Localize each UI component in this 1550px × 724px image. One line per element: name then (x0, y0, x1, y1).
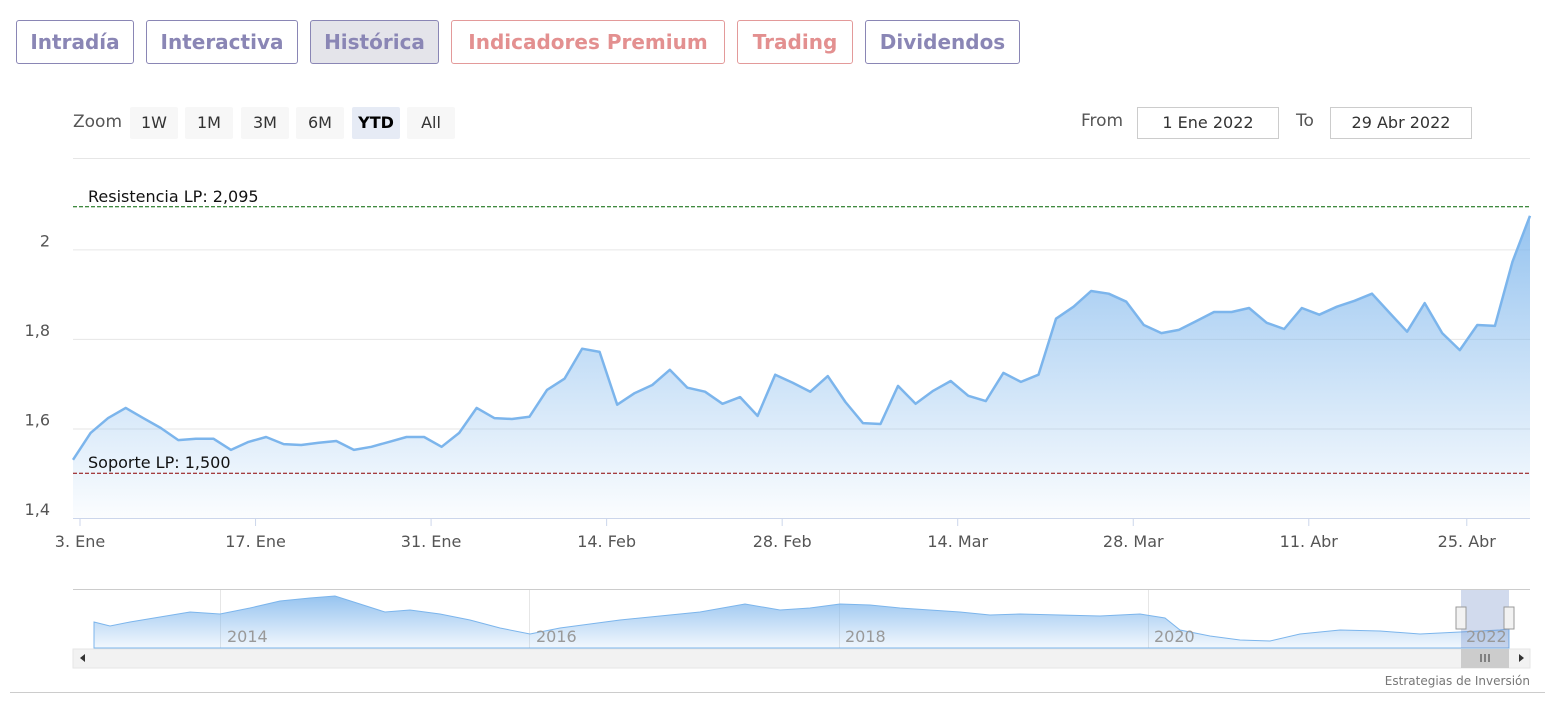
tab[interactable]: Indicadores Premium (451, 20, 725, 64)
zoom-button[interactable]: 3M (241, 107, 289, 139)
from-input[interactable]: 1 Ene 2022 (1137, 107, 1279, 139)
x-tick-label: 28. Mar (1103, 532, 1164, 551)
area-fill (73, 215, 1530, 519)
navigator-series (93, 595, 1510, 649)
credits[interactable]: Estrategias de Inversión (1385, 674, 1530, 688)
x-tick-label: 11. Abr (1280, 532, 1339, 551)
navigator (72, 589, 1531, 669)
tab[interactable]: Interactiva (146, 20, 298, 64)
navigator-mask[interactable] (1461, 590, 1509, 648)
navigator-handle[interactable] (1503, 606, 1515, 630)
y-tick-label: 1,8 (25, 321, 50, 340)
y-tick-label: 1,6 (25, 410, 50, 429)
zoom-button[interactable]: 1W (130, 107, 178, 139)
tab[interactable]: Dividendos (865, 20, 1020, 64)
zoom-button[interactable]: YTD (352, 107, 400, 139)
from-label: From (1081, 111, 1124, 131)
scrollbar[interactable] (72, 648, 1531, 669)
navigator-label: 2016 (536, 627, 577, 646)
navigator-label: 2014 (227, 627, 268, 646)
y-tick-label: 2 (40, 231, 50, 250)
to-label: To (1296, 111, 1314, 131)
zoom-button[interactable]: 6M (296, 107, 344, 139)
zoom-button[interactable]: All (407, 107, 455, 139)
to-input[interactable]: 29 Abr 2022 (1330, 107, 1472, 139)
plot-line-label: Soporte LP: 1,500 (88, 453, 231, 472)
x-tick-label: 14. Feb (577, 532, 636, 551)
navigator-label: 2020 (1154, 627, 1195, 646)
x-tick-label: 28. Feb (753, 532, 812, 551)
x-tick-label: 14. Mar (927, 532, 988, 551)
y-tick-label: 1,4 (25, 500, 50, 519)
x-tick-label: 31. Ene (401, 532, 462, 551)
tab[interactable]: Trading (737, 20, 853, 64)
navigator-label: 2018 (845, 627, 886, 646)
tab[interactable]: Histórica (310, 20, 439, 64)
scroll-grip (1480, 654, 1490, 662)
x-tick-label: 3. Ene (55, 532, 105, 551)
navigator-handle[interactable] (1455, 606, 1467, 630)
series-line (71, 215, 1532, 461)
zoom-button[interactable]: 1M (185, 107, 233, 139)
navigator-label: 2022 (1466, 627, 1507, 646)
x-tick-label: 17. Ene (225, 532, 286, 551)
x-tick-label: 25. Abr (1438, 532, 1497, 551)
tab[interactable]: Intradía (16, 20, 134, 64)
plot-line-label: Resistencia LP: 2,095 (88, 187, 259, 206)
zoom-label: Zoom (73, 112, 123, 132)
